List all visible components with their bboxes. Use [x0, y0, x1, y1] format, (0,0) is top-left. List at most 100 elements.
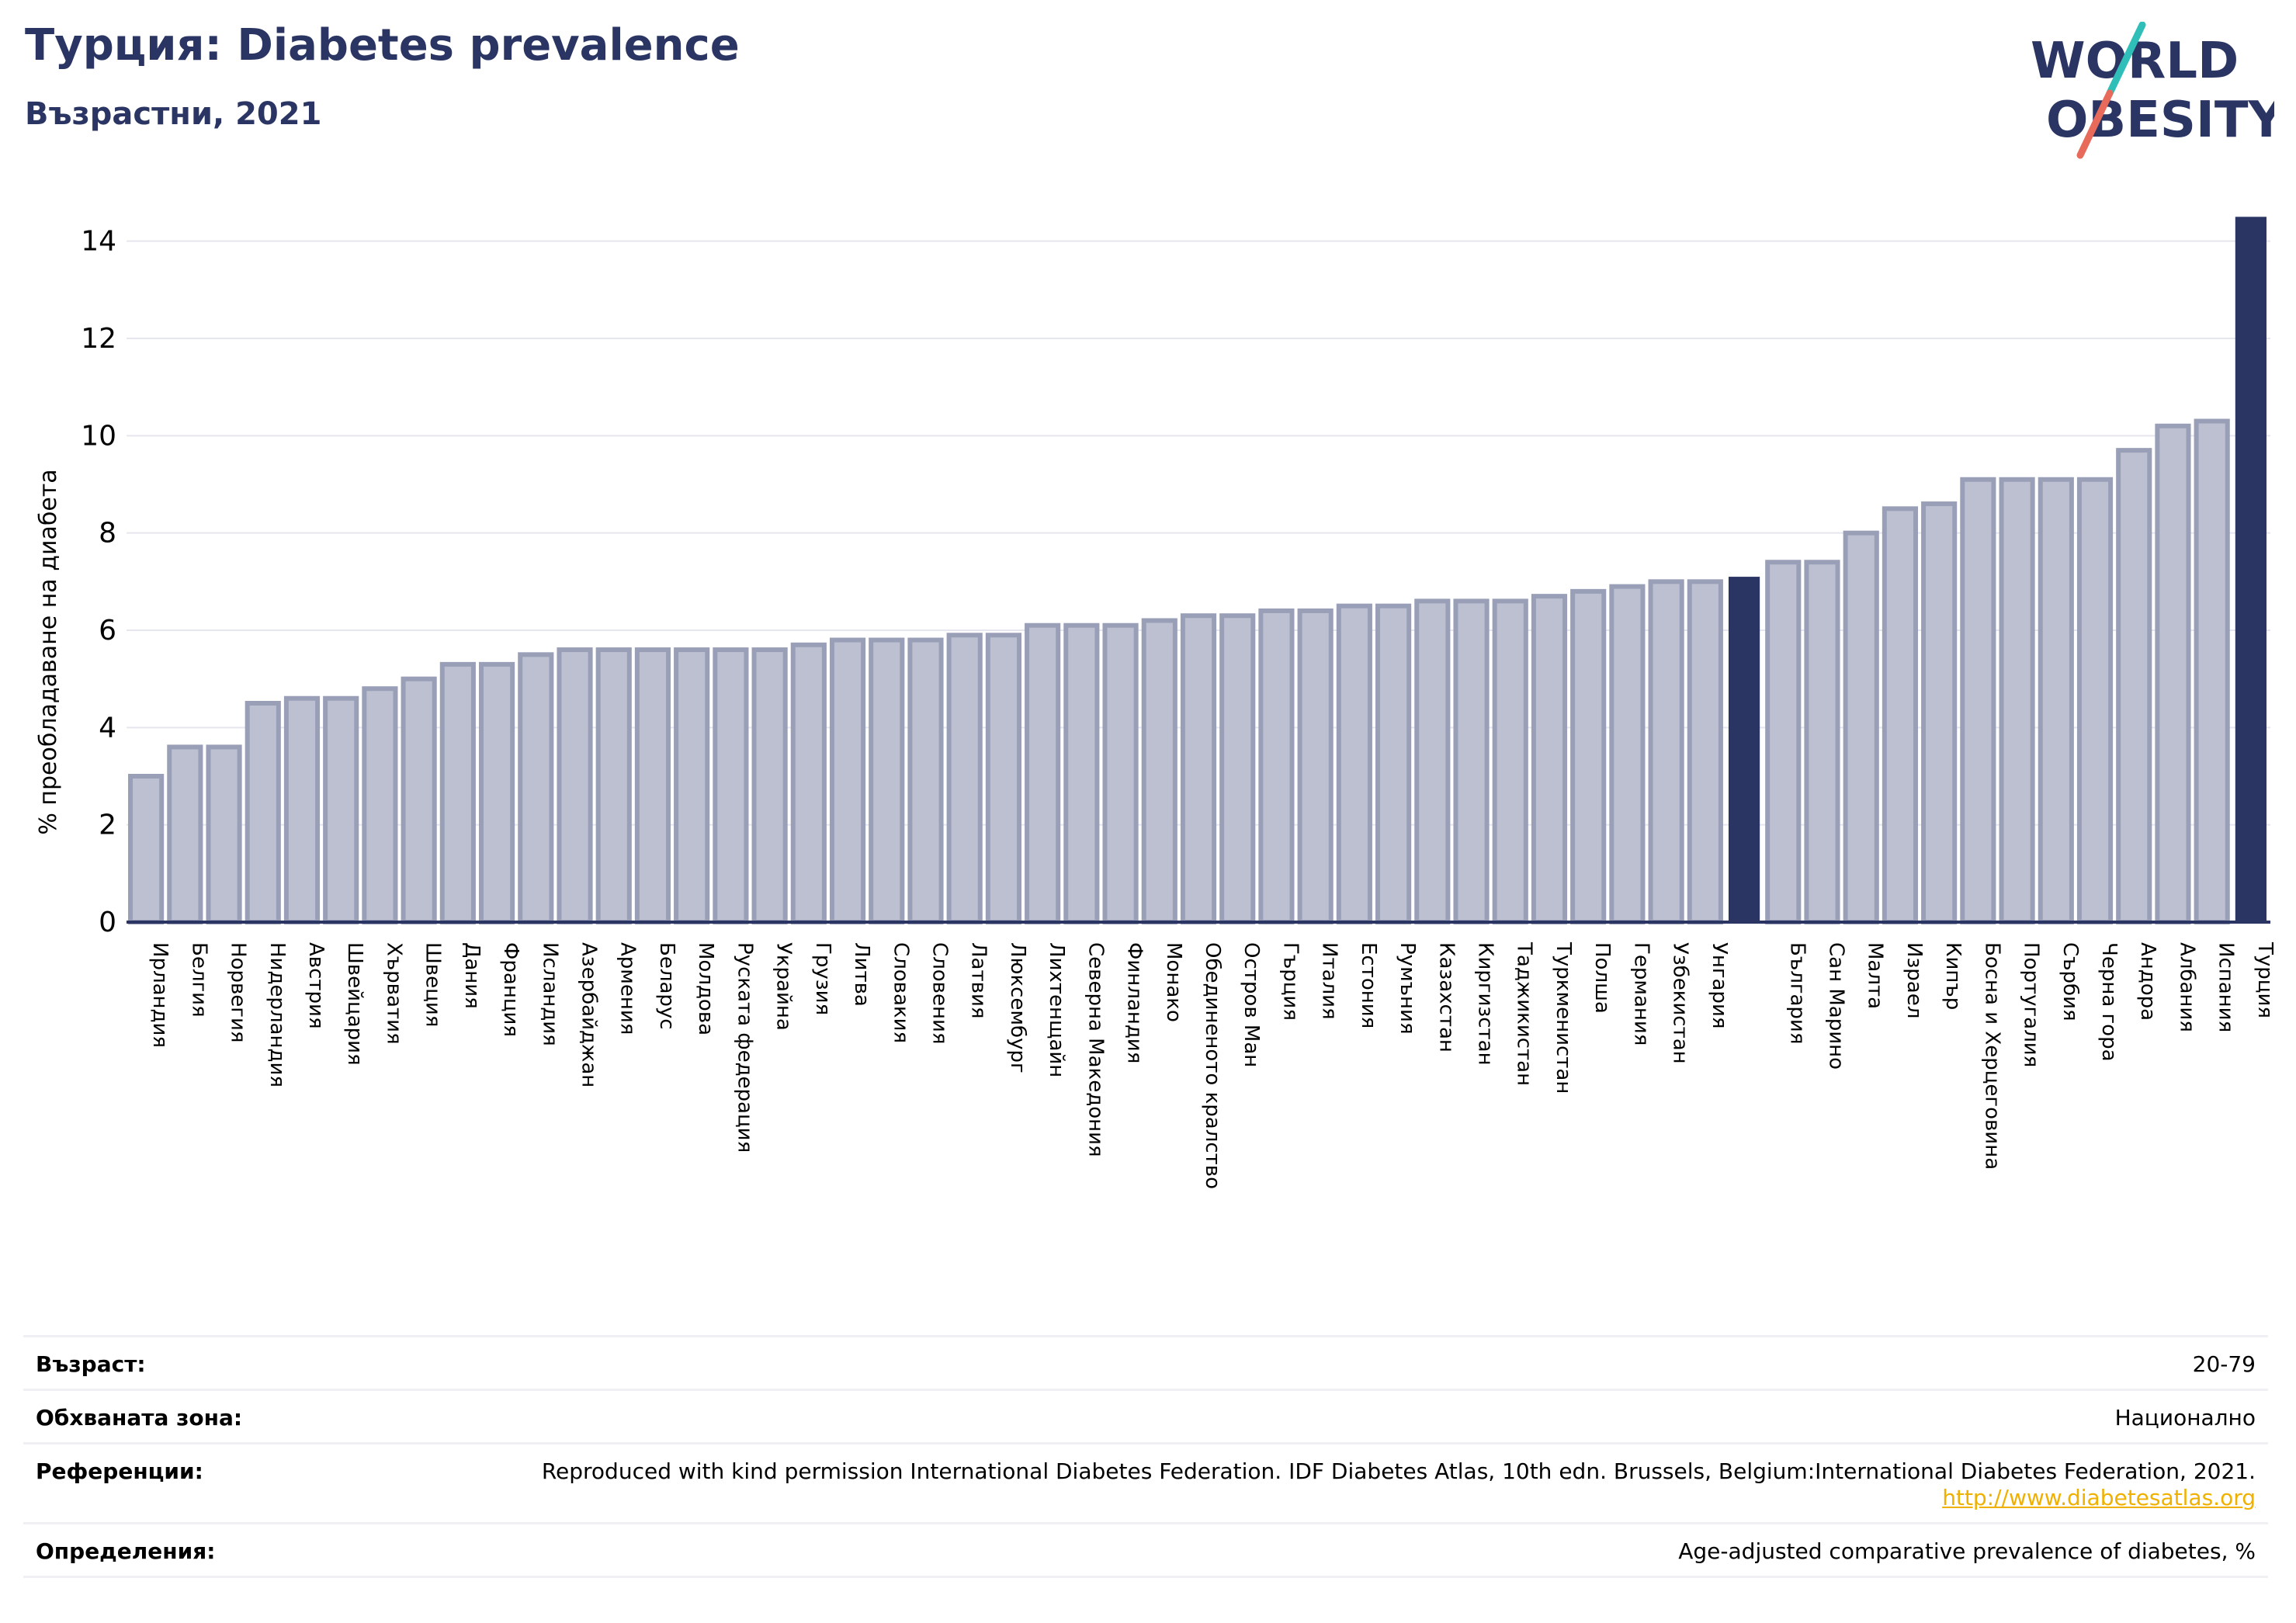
x-tick-label: Дания — [460, 942, 484, 1009]
x-tick-label: Сърбия — [2058, 942, 2082, 1021]
logo-slash-teal — [2106, 22, 2146, 97]
bar — [323, 695, 359, 924]
bar — [439, 661, 476, 924]
bar — [1180, 613, 1217, 924]
bar — [907, 637, 944, 924]
x-tick-label: Швеция — [421, 942, 445, 1027]
chart-title: Турция: Diabetes prevalence — [25, 20, 740, 71]
x-tick-label: Обединеното кралство — [1201, 942, 1224, 1189]
x-tick-label: Армения — [616, 942, 640, 1035]
bar — [245, 701, 281, 924]
bar — [1609, 584, 1646, 924]
x-tick-label: Италия — [1318, 942, 1341, 1020]
bar — [1453, 598, 1490, 925]
logo-slash-coral — [2076, 89, 2114, 159]
metadata-row: Референции: Reproduced with kind permissi… — [23, 1442, 2268, 1522]
metadata-value-text: 20-79 — [2192, 1351, 2256, 1377]
y-ticks: 0 2 4 6 8 10 12 14 — [81, 226, 116, 938]
bar — [478, 661, 515, 924]
bar — [1492, 598, 1528, 925]
x-tick-label: Норвегия — [227, 942, 250, 1042]
x-tick-label: Ирландия — [148, 942, 172, 1048]
x-tick-label: Андора — [2136, 942, 2159, 1021]
bar — [829, 637, 866, 924]
bar — [1765, 560, 1802, 924]
bar — [2038, 477, 2074, 924]
metadata-value-text: Reproduced with kind permission Internat… — [541, 1458, 2256, 1484]
x-tick-label: Финландия — [1123, 942, 1146, 1063]
bar — [713, 647, 749, 924]
x-tick-label: Туркменистан — [1552, 942, 1575, 1094]
x-tick-label: Израел — [1902, 942, 1926, 1018]
bar — [1219, 613, 1256, 924]
bar — [1141, 618, 1177, 924]
x-tick-label: Албания — [2175, 942, 2198, 1032]
metadata-row: Възраст: 20-79 — [23, 1335, 2268, 1389]
x-tick-label: Словения — [928, 942, 951, 1045]
bar — [1531, 594, 1568, 925]
x-tick-label: Руската федерация — [733, 942, 756, 1153]
x-tick-label: Австрия — [304, 942, 328, 1029]
x-tick-label: Исландия — [538, 942, 561, 1046]
metadata-value: Национално — [2115, 1405, 2256, 1431]
bar — [1336, 603, 1372, 925]
reference-link[interactable]: http://www.diabetesatlas.org — [1942, 1485, 2256, 1510]
metadata-row: Обхваната зона: Национално — [23, 1389, 2268, 1442]
bar — [128, 774, 165, 924]
y-tick-label: 6 — [99, 615, 116, 647]
bar — [946, 633, 983, 924]
x-tick-label: Лихтенщайн — [1045, 942, 1068, 1077]
bar — [2155, 423, 2191, 924]
bar — [2076, 477, 2114, 924]
metadata-key: Референции: — [36, 1458, 203, 1484]
bar — [518, 652, 554, 924]
x-tick-label: Швейцария — [343, 942, 366, 1066]
x-tick-label: Полша — [1590, 942, 1614, 1014]
x-tick-label: Молдова — [694, 942, 717, 1035]
x-tick-label: Остров Ман — [1240, 942, 1263, 1067]
x-tick-label: Азербайджан — [577, 942, 601, 1087]
bar — [595, 647, 632, 924]
y-tick-label: 10 — [81, 420, 116, 452]
x-tick-label: България — [1785, 942, 1809, 1044]
x-tick-label: Латвия — [967, 942, 990, 1019]
x-tick-label: Таджикистан — [1513, 942, 1536, 1086]
metadata-value: Reproduced with kind permission Internat… — [470, 1458, 2256, 1511]
bar — [2116, 448, 2152, 924]
x-tick-label: Казахстан — [1434, 942, 1458, 1053]
x-tick-label: Франция — [499, 942, 522, 1037]
bar — [1570, 588, 1607, 924]
metadata-value: 20-79 — [2193, 1351, 2256, 1378]
y-tick-label: 0 — [99, 907, 116, 938]
x-tick-label: Естония — [1357, 942, 1380, 1028]
x-tick-label: Литва — [850, 942, 873, 1007]
x-tick-label: Северна Македония — [1084, 942, 1107, 1157]
bar-chart: 0 2 4 6 8 10 12 14 Ирландия Белгия Норвегия Нидерл… — [35, 217, 2277, 1189]
x-tick-label: Украйна — [772, 942, 796, 1031]
x-tick-label: Узбекистан — [1669, 942, 1692, 1064]
x-tick-label: Сан Марино — [1824, 942, 1847, 1070]
world-obesity-logo: WORLD OBESITY — [2031, 22, 2274, 159]
x-tick-label: Белгия — [187, 942, 210, 1018]
bar — [1258, 608, 1295, 925]
metadata-key: Възраст: — [36, 1351, 146, 1377]
y-tick-label: 12 — [81, 323, 116, 355]
x-tick-label: Гърция — [1278, 942, 1302, 1021]
x-tick-label: Грузия — [811, 942, 834, 1015]
x-tick-label: Унгария — [1708, 942, 1731, 1028]
bars-layer — [127, 217, 2270, 925]
x-tick-label: Кипър — [1941, 942, 1965, 1010]
bar — [1921, 501, 1958, 924]
y-tick-label: 8 — [99, 518, 116, 550]
y-tick-label: 2 — [99, 810, 116, 841]
bar — [2235, 217, 2267, 922]
bar — [985, 633, 1021, 924]
x-labels: Ирландия Белгия Норвегия Нидерландия Австрия… — [148, 942, 2277, 1189]
x-tick-label: Беларус — [655, 942, 678, 1030]
metadata-row: Определения: Age-adjusted comparative pre… — [23, 1522, 2268, 1578]
x-tick-label: Румъния — [1396, 942, 1419, 1035]
x-tick-label: Малта — [1864, 942, 1887, 1009]
bar — [1999, 477, 2035, 924]
bar — [1882, 506, 1919, 924]
bar — [1414, 598, 1451, 925]
